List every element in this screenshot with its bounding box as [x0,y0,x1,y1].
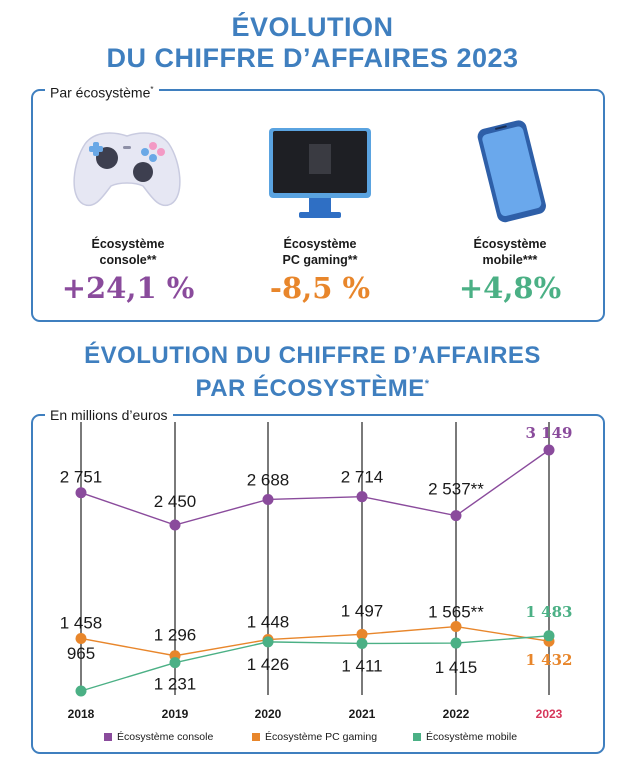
point-console-2018 [75,487,87,499]
main-title-line-1: ÉVOLUTION [231,12,394,42]
point-pc-2022 [450,621,462,633]
panel-tag: Par écosystème* [45,80,159,103]
legend-item-pc: Écosystème PC gaming [252,731,377,743]
ecosystem-mobile-label-line2: mobile*** [482,253,538,267]
legend-item-console: Écosystème console [104,731,213,743]
series-line-mobile [80,635,550,692]
ecosystem-growth-panel: Par écosystème* Écosystème console** +24… [31,80,605,322]
series-line-pc [80,625,550,657]
point-mobile-2021 [356,637,368,649]
point-mobile-2020 [262,636,274,648]
ecosystem-pc-label-line1: Écosystème [283,237,357,251]
point-mobile-2023 [543,630,555,642]
data-label-mobile-2018: 965 [67,644,95,663]
data-label-pc-2021: 1 497 [341,601,384,620]
data-label-console-2019: 2 450 [154,492,197,511]
point-pc-2018 [75,632,87,644]
point-console-2019 [169,519,181,531]
series-line-console [80,449,550,526]
legend-item-mobile: Écosystème mobile [413,731,517,743]
panel-tag-mark: * [150,85,154,94]
ecosystem-mobile-label-line1: Écosystème [473,237,547,251]
ecosystem-console-label: Écosystème console** [43,236,213,268]
data-label-mobile-2023: 1 483 [526,603,573,621]
ecosystem-pc-label: Écosystème PC gaming** [235,236,405,268]
chart-unit-tag: En millions d’euros [45,405,173,425]
point-mobile-2019 [169,657,181,669]
main-title: ÉVOLUTION DU CHIFFRE D’AFFAIRES 2023 [0,12,625,74]
panel-tag-text: Par écosystème [50,84,151,101]
chart-title-line-2-text: PAR ÉCOSYSTÈME [195,375,425,402]
data-label-console-2020: 2 688 [247,470,290,489]
x-tick-label: 2019 [162,707,189,721]
point-mobile-2018 [75,685,87,697]
chart-panel: En millions d’euros [31,405,605,754]
data-label-mobile-2021: 1 411 [341,656,382,675]
point-console-2020 [262,493,274,505]
gamepad-icon [73,132,181,207]
chart-title: ÉVOLUTION DU CHIFFRE D’AFFAIRES PAR ÉCOS… [0,342,625,403]
x-tick-label: 2022 [443,707,470,721]
ecosystem-pc-label-line2: PC gaming** [282,253,358,267]
chart-title-mark: * [424,378,430,390]
data-label-pc-2023: 1 432 [526,651,573,669]
ecosystem-console-label-line2: console** [99,253,157,267]
x-tick-label: 2020 [255,707,282,721]
data-label-console-2023: 3 149 [526,424,573,442]
ecosystem-mobile-growth: +4,8% [458,271,562,305]
chart-legend: Écosystème console Écosystème PC gaming … [0,731,625,747]
ecosystem-mobile-label: Écosystème mobile*** [425,236,595,268]
data-label-pc-2019: 1 296 [154,626,197,645]
legend-swatch-pc [252,733,260,741]
data-label-pc-2018: 1 458 [60,613,103,632]
data-label-pc-2020: 1 448 [247,613,290,632]
data-label-mobile-2022: 1 415 [435,658,478,677]
data-label-console-2022: 2 537** [428,480,484,499]
point-console-2023 [543,444,555,456]
point-console-2022 [450,510,462,522]
chart-title-line-1: ÉVOLUTION DU CHIFFRE D’AFFAIRES [84,342,541,369]
data-label-console-2021: 2 714 [341,468,384,487]
data-label-pc-2022: 1 565** [428,603,484,622]
legend-label-pc: Écosystème PC gaming [265,731,378,743]
legend-swatch-mobile [413,733,421,741]
data-label-mobile-2020: 1 426 [247,655,290,674]
main-title-line-2: DU CHIFFRE D’AFFAIRES 2023 [106,43,519,73]
point-mobile-2022 [450,637,462,649]
x-tick-label: 2023 [536,707,563,721]
ecosystem-pc-growth: -8,5 % [269,271,371,305]
legend-label-console: Écosystème console [117,731,214,743]
ecosystem-console-growth: +24,1 % [61,271,195,305]
legend-label-mobile: Écosystème mobile [426,731,518,743]
x-tick-label: 2018 [68,707,95,721]
legend-swatch-console [104,733,112,741]
chart-title-line-2: PAR ÉCOSYSTÈME* [0,370,625,403]
point-console-2021 [356,491,368,503]
smartphone-icon [477,120,546,223]
x-tick-label: 2021 [349,707,376,721]
data-label-console-2018: 2 751 [60,468,103,487]
data-label-mobile-2019: 1 231 [154,675,197,694]
point-pc-2021 [356,628,368,640]
monitor-icon [269,128,371,218]
ecosystem-console-label-line1: Écosystème [91,237,165,251]
